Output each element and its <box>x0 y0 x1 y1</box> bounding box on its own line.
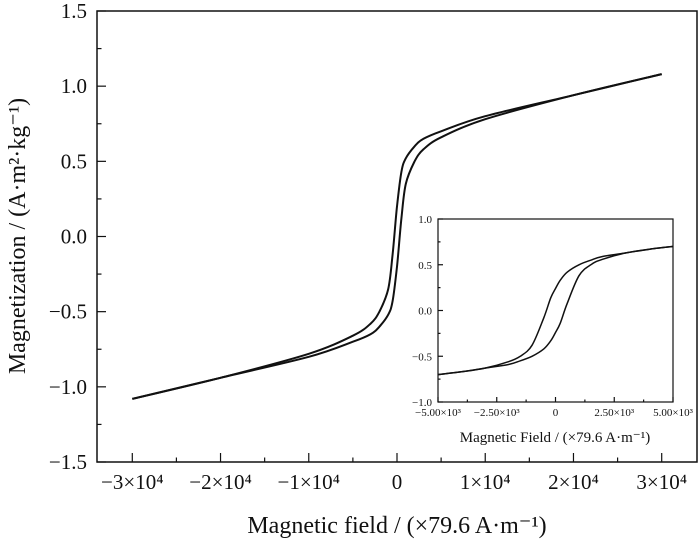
inset-x-tick-label: 0 <box>553 407 559 419</box>
main-y-tick-label: 1.5 <box>61 0 87 23</box>
main-x-tick-label: 0 <box>392 470 403 494</box>
main-x-tick-label: −1×10⁴ <box>278 470 341 494</box>
main-y-tick-label: −1.0 <box>49 375 87 399</box>
inset-plot: −5.00×10³ −2.50×10³ 0 2.50×10³ 5.00×10³ −1.0… <box>412 214 694 446</box>
main-x-tick-label: 3×10⁴ <box>636 470 687 494</box>
main-plot: −3×10⁴ −2×10⁴ −1×10⁴ 0 1×10⁴ 2×10⁴ 3×10⁴ −1.5−… <box>5 0 698 539</box>
inset-y-tick-label: 0.0 <box>418 306 432 318</box>
inset-curve-branch-1 <box>437 245 674 376</box>
main-x-ticks: −3×10⁴ −2×10⁴ −1×10⁴ 0 1×10⁴ 2×10⁴ 3×10⁴ <box>101 453 687 494</box>
main-y-tick-label: 0.0 <box>61 225 87 249</box>
inset-x-tick-label: 5.00×10³ <box>653 407 693 419</box>
inset-background <box>438 219 673 402</box>
inset-x-tick-label: −5.00×10³ <box>415 407 462 419</box>
inset-y-ticks: −1.0 −0.5 0.0 0.5 1.0 <box>412 214 443 409</box>
main-x-tick-label: −3×10⁴ <box>101 470 164 494</box>
main-curves <box>132 73 662 400</box>
main-x-tick-label: 1×10⁴ <box>460 470 511 494</box>
main-x-tick-label: 2×10⁴ <box>548 470 599 494</box>
main-y-tick-label: 0.5 <box>61 149 87 173</box>
inset-y-tick-label: −0.5 <box>412 351 432 363</box>
main-curve-branch-2 <box>132 73 662 400</box>
inset-y-tick-label: 0.5 <box>418 260 432 272</box>
inset-x-tick-label: −2.50×10³ <box>474 407 521 419</box>
main-x-axis-title: Magnetic field / (×79.6 A·m⁻¹) <box>247 513 546 539</box>
main-y-tick-label: −0.5 <box>49 300 87 324</box>
main-y-tick-label: 1.0 <box>61 74 87 98</box>
main-x-tick-label: −2×10⁴ <box>189 470 252 494</box>
main-y-axis-title: Magnetization / (A·m²·kg⁻¹) <box>5 98 31 374</box>
inset-x-ticks: −5.00×10³ −2.50×10³ 0 2.50×10³ 5.00×10³ <box>415 397 694 419</box>
inset-curves <box>437 245 674 376</box>
inset-curve-branch-2 <box>437 245 674 376</box>
inset-x-axis-title: Magnetic Field / (×79.6 A·m⁻¹) <box>460 430 650 446</box>
inset-x-tick-label: 2.50×10³ <box>594 407 634 419</box>
main-y-ticks: −1.5 −1.0 −0.5 0.0 0.5 1.0 1.5 <box>49 0 106 474</box>
inset-y-tick-label: 1.0 <box>418 214 432 226</box>
main-curve-branch-1 <box>132 73 662 400</box>
inset-y-tick-label: −1.0 <box>412 397 432 409</box>
main-y-tick-label: −1.5 <box>49 450 87 474</box>
